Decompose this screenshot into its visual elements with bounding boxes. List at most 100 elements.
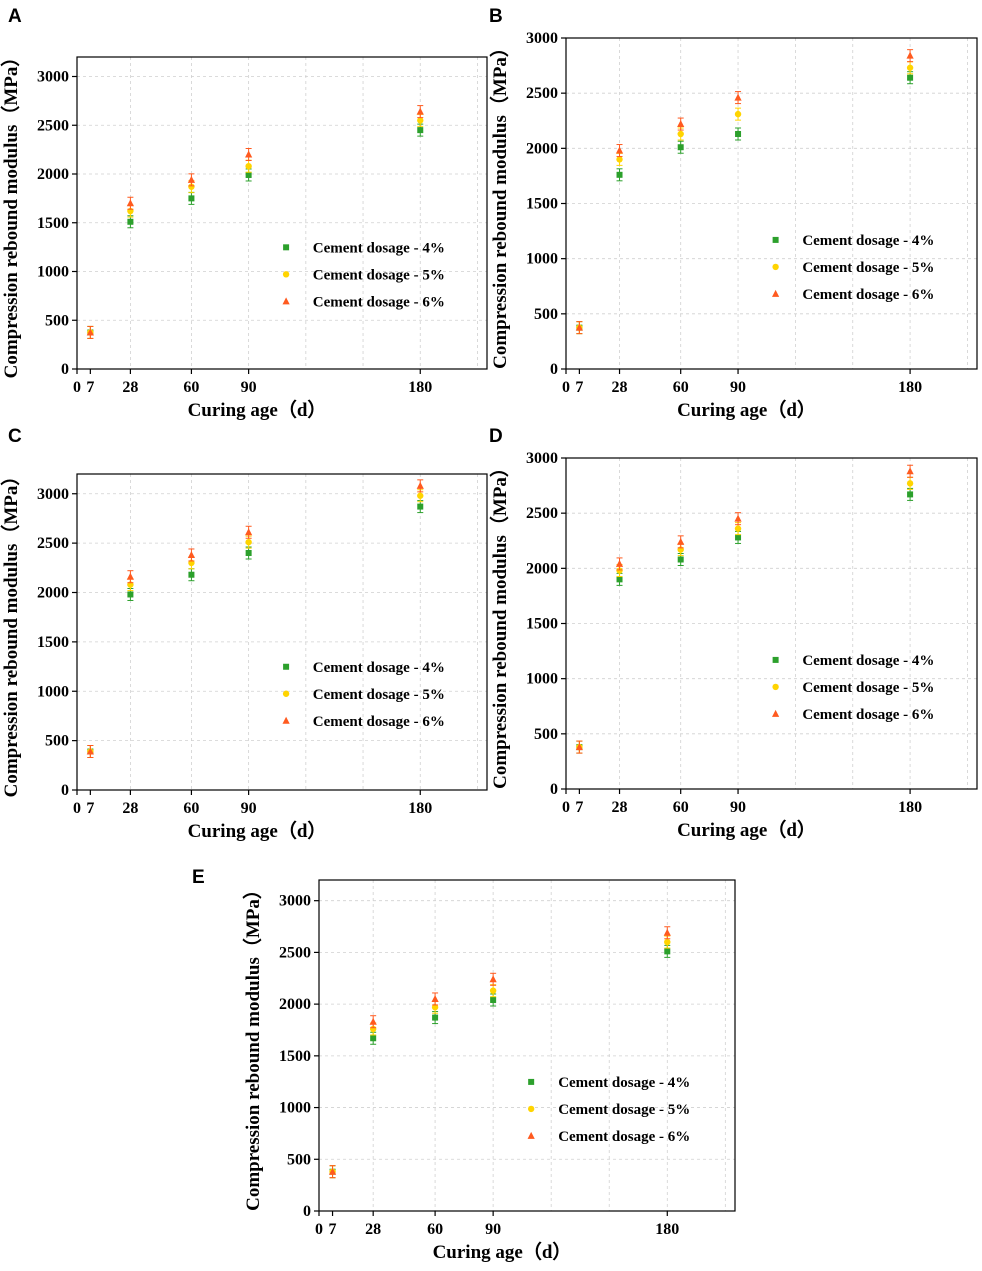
data-point-s4 bbox=[127, 218, 134, 225]
legend-label: Cement dosage - 5% bbox=[313, 687, 445, 703]
x-tick-label: 90 bbox=[730, 799, 746, 816]
y-tick-label: 1000 bbox=[279, 1100, 311, 1117]
y-tick-label: 1500 bbox=[526, 616, 558, 633]
y-tick-label: 1000 bbox=[37, 264, 69, 281]
x-tick-label: 90 bbox=[241, 800, 257, 817]
data-point-s6 bbox=[245, 150, 253, 158]
data-point-s4 bbox=[907, 491, 914, 498]
data-point-s4 bbox=[432, 1014, 439, 1021]
data-point-s5 bbox=[906, 64, 914, 71]
legend-marker bbox=[282, 271, 290, 278]
data-point-s5 bbox=[188, 183, 195, 190]
x-tick-label: 7 bbox=[86, 800, 94, 817]
data-point-s6 bbox=[615, 559, 624, 567]
panel-letter: D bbox=[489, 426, 503, 447]
x-tick-label: 180 bbox=[898, 799, 922, 816]
data-point-s6 bbox=[369, 1017, 377, 1025]
data-point-s5 bbox=[489, 987, 497, 994]
x-tick-label: 0 bbox=[562, 799, 570, 816]
y-axis-title: Compression rebound modulus（MPa） bbox=[488, 38, 511, 369]
data-point-s4 bbox=[188, 195, 195, 202]
x-tick-label: 28 bbox=[612, 379, 628, 396]
legend-label: Cement dosage - 6% bbox=[558, 1129, 690, 1145]
legend-label: Cement dosage - 6% bbox=[802, 287, 934, 303]
chart-panel-b: B 0 500 1000 1500 2000 2500 3000 0 7 28 60 90 180 Curi… bbox=[488, 6, 978, 421]
data-point-s6 bbox=[575, 323, 583, 331]
data-point-s6 bbox=[328, 1167, 337, 1175]
x-axis-title: Curing age（d） bbox=[677, 398, 816, 421]
data-point-s6 bbox=[416, 481, 424, 489]
x-tick-label: 90 bbox=[485, 1221, 501, 1238]
plot-frame bbox=[76, 473, 488, 791]
y-tick-label: 0 bbox=[303, 1203, 311, 1220]
x-tick-label: 180 bbox=[408, 379, 432, 396]
data-point-s4 bbox=[245, 171, 252, 178]
data-point-s4 bbox=[616, 171, 623, 178]
data-point-s4 bbox=[677, 556, 684, 563]
data-point-s6 bbox=[906, 467, 914, 475]
data-point-s6 bbox=[734, 93, 742, 101]
data-point-s5 bbox=[734, 110, 742, 118]
data-point-s5 bbox=[417, 492, 424, 499]
x-tick-label: 28 bbox=[122, 379, 138, 396]
data-point-s4 bbox=[616, 576, 623, 583]
y-tick-label: 500 bbox=[534, 306, 558, 323]
legend-marker bbox=[282, 690, 290, 697]
data-point-s4 bbox=[735, 534, 742, 541]
x-tick-label: 0 bbox=[73, 379, 81, 396]
legend-marker bbox=[283, 244, 290, 251]
y-tick-label: 1000 bbox=[526, 671, 558, 688]
y-tick-label: 2500 bbox=[279, 944, 311, 961]
x-tick-label: 28 bbox=[365, 1221, 381, 1238]
legend-label: Cement dosage - 5% bbox=[558, 1102, 690, 1118]
panel-letter: A bbox=[8, 6, 22, 27]
x-tick-label: 0 bbox=[562, 379, 570, 396]
data-point-s6 bbox=[663, 928, 671, 936]
legend-label: Cement dosage - 4% bbox=[802, 233, 934, 249]
data-point-s5 bbox=[664, 938, 671, 946]
y-tick-label: 500 bbox=[534, 726, 558, 743]
y-tick-label: 2500 bbox=[37, 535, 69, 552]
legend-label: Cement dosage - 5% bbox=[802, 680, 934, 696]
data-point-s6 bbox=[575, 743, 583, 751]
panel-letter: C bbox=[8, 426, 22, 447]
x-tick-label: 60 bbox=[183, 379, 199, 396]
data-point-s4 bbox=[677, 144, 684, 151]
legend-marker bbox=[772, 656, 779, 663]
data-point-s5 bbox=[616, 156, 623, 163]
legend-marker bbox=[527, 1105, 535, 1113]
legend-marker bbox=[772, 709, 780, 717]
x-tick-label: 90 bbox=[241, 379, 257, 396]
y-tick-label: 2000 bbox=[526, 560, 558, 577]
x-axis-title: Curing age（d） bbox=[188, 398, 327, 421]
data-point-s4 bbox=[127, 591, 134, 598]
data-point-s6 bbox=[615, 146, 624, 154]
y-tick-label: 2000 bbox=[37, 166, 69, 183]
x-tick-label: 28 bbox=[122, 800, 138, 817]
data-point-s6 bbox=[126, 572, 134, 580]
legend-label: Cement dosage - 4% bbox=[558, 1075, 690, 1091]
y-tick-label: 1000 bbox=[37, 683, 69, 700]
x-tick-label: 180 bbox=[898, 379, 922, 396]
data-point-s5 bbox=[245, 163, 252, 170]
legend-label: Cement dosage - 6% bbox=[313, 294, 445, 310]
x-tick-label: 0 bbox=[73, 800, 81, 817]
data-point-s5 bbox=[906, 480, 914, 487]
x-tick-label: 60 bbox=[673, 379, 689, 396]
y-tick-label: 3000 bbox=[526, 30, 558, 47]
data-point-s6 bbox=[126, 199, 134, 207]
x-tick-label: 7 bbox=[575, 799, 583, 816]
legend-marker bbox=[282, 297, 290, 305]
y-tick-label: 1500 bbox=[37, 215, 69, 232]
panel-letter: E bbox=[192, 867, 205, 888]
data-point-s4 bbox=[664, 948, 671, 955]
y-tick-label: 1500 bbox=[526, 196, 558, 213]
legend-label: Cement dosage - 4% bbox=[313, 660, 445, 676]
data-point-s5 bbox=[431, 1004, 439, 1011]
plot-frame bbox=[318, 879, 736, 1212]
legend-marker bbox=[772, 683, 779, 691]
y-tick-label: 2500 bbox=[526, 505, 558, 522]
x-tick-label: 60 bbox=[673, 799, 689, 816]
